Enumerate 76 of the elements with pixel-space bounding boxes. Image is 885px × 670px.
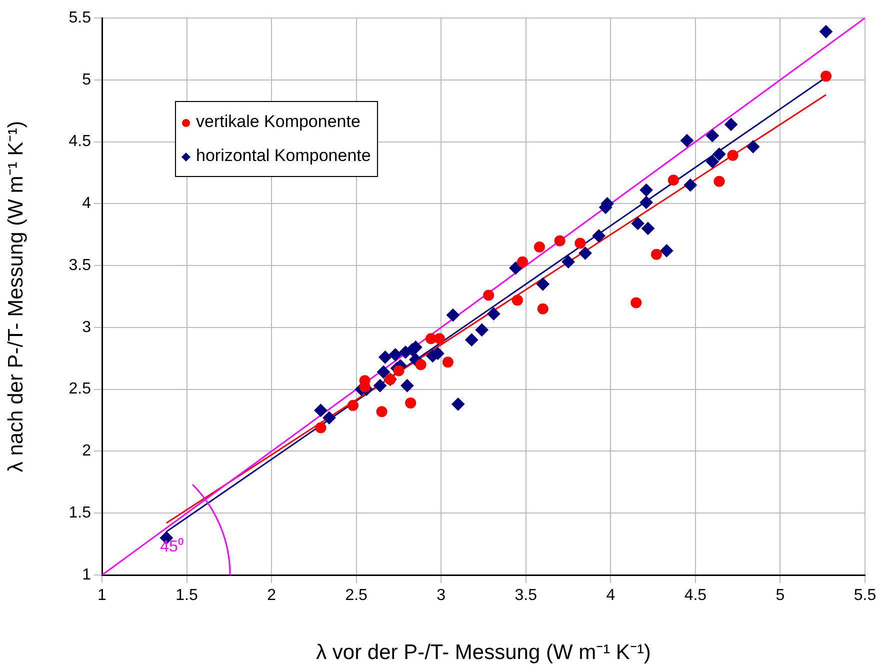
- y-tick-label: 5: [82, 71, 92, 88]
- point: [388, 348, 402, 362]
- point: [820, 25, 832, 38]
- point: [400, 379, 414, 392]
- point: [376, 366, 390, 379]
- legend-label: vertikale Komponente: [196, 112, 360, 131]
- point: [668, 174, 679, 186]
- point: [536, 278, 550, 291]
- x-tick-label: 2: [267, 587, 276, 604]
- y-tick-label: 5.5: [68, 9, 92, 26]
- point: [322, 411, 336, 424]
- legend-label: horizontal Komponente: [196, 146, 371, 165]
- point: [746, 140, 760, 154]
- x-tick-label: 1.5: [176, 587, 198, 604]
- point: [712, 148, 726, 161]
- point: [680, 134, 694, 148]
- y-tick-label: 1.5: [68, 504, 92, 522]
- point: [640, 184, 653, 197]
- point: [562, 255, 575, 268]
- point: [446, 308, 460, 322]
- point: [434, 333, 445, 344]
- point: [578, 246, 592, 260]
- x-tick-label: 3: [436, 587, 446, 604]
- y-tick-label: 3: [82, 318, 92, 336]
- point: [714, 176, 725, 187]
- point: [374, 379, 387, 392]
- point: [415, 359, 426, 370]
- x-axis-title: λ vor der P-/T- Messung (W m⁻¹ K⁻¹): [316, 641, 651, 664]
- x-tick-label: 5: [776, 587, 785, 604]
- point: [512, 294, 523, 306]
- point: [706, 155, 719, 168]
- point: [684, 178, 697, 192]
- annotation: 45⁰: [160, 537, 184, 556]
- point: [347, 400, 358, 411]
- point: [465, 333, 478, 346]
- y-axis-title: λ nach der P-/T- Messung (W m⁻¹ K⁻¹): [4, 120, 28, 472]
- point: [537, 303, 548, 314]
- x-tick-label: 3.5: [514, 587, 538, 604]
- point: [442, 356, 454, 368]
- point: [640, 196, 653, 209]
- x-tick-label: 4: [606, 587, 616, 604]
- point: [592, 229, 606, 242]
- y-tick-label: 3.5: [68, 256, 92, 274]
- point: [820, 70, 832, 82]
- point: [376, 406, 388, 418]
- point: [314, 404, 328, 417]
- point: [509, 262, 522, 275]
- y-tick-label: 4.5: [68, 133, 92, 150]
- point: [727, 150, 738, 161]
- point: [630, 297, 642, 308]
- x-tick-label: 4.5: [684, 587, 707, 604]
- point: [483, 290, 494, 301]
- point: [706, 129, 719, 142]
- y-tick-label: 1: [82, 566, 92, 584]
- x-tick-label: 5.5: [854, 587, 876, 604]
- point: [660, 244, 674, 258]
- point: [534, 241, 545, 252]
- point: [378, 350, 392, 364]
- point: [452, 398, 465, 411]
- y-tick-label: 2.5: [68, 380, 92, 398]
- x-tick-label: 1: [98, 587, 107, 604]
- point: [393, 365, 404, 376]
- point: [517, 256, 528, 268]
- y-tick-label: 4: [82, 195, 92, 212]
- y-tick-label: 2: [82, 442, 92, 460]
- point: [554, 235, 566, 246]
- point: [641, 222, 654, 235]
- point: [574, 238, 586, 249]
- point: [650, 248, 662, 260]
- point: [315, 422, 326, 434]
- point: [724, 118, 738, 131]
- point: [631, 216, 644, 230]
- x-tick-label: 2.5: [345, 587, 368, 604]
- point: [475, 323, 488, 336]
- point: [405, 397, 416, 408]
- point: [487, 307, 500, 320]
